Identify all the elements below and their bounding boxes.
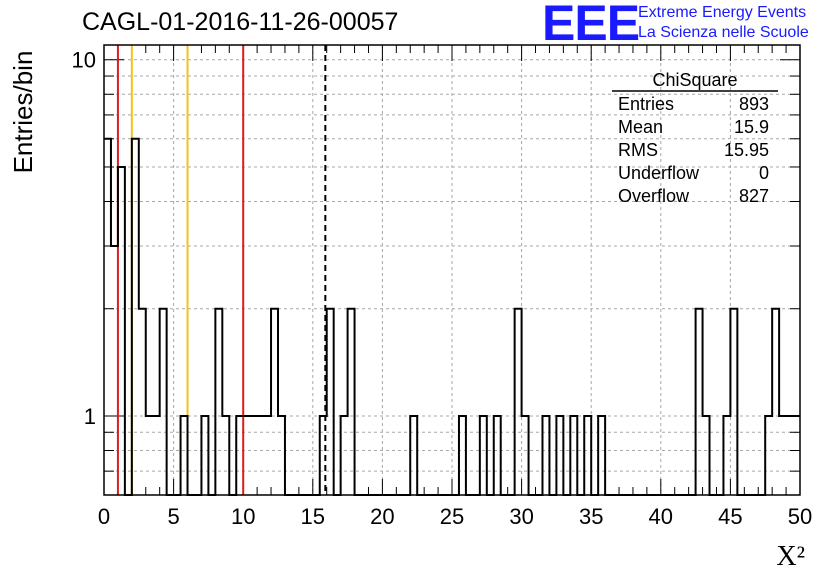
- x-tick-label: 5: [167, 504, 179, 529]
- x-tick-label: 45: [718, 504, 742, 529]
- histogram-bin: [139, 309, 146, 495]
- histogram-bin: [522, 416, 529, 495]
- histogram-bin: [201, 416, 208, 495]
- stats-row-label: Overflow: [618, 186, 690, 206]
- y-axis-label: Entries/bin: [8, 51, 38, 174]
- eee-logo-line2: La Scienza nelle Scuole: [638, 24, 809, 41]
- histogram-bin: [598, 416, 605, 495]
- x-tick-label: 25: [440, 504, 464, 529]
- histogram-bin: [278, 416, 285, 495]
- histogram-bin: [570, 416, 577, 495]
- histogram-bin: [730, 309, 737, 495]
- stats-box-title: ChiSquare: [652, 70, 737, 90]
- histogram-bin: [584, 416, 591, 495]
- x-tick-label: 35: [579, 504, 603, 529]
- histogram-bin: [515, 309, 522, 495]
- stats-box: ChiSquare Entries 893 Mean 15.9 RMS 15.95 Unde…: [612, 70, 778, 206]
- histogram-bin: [146, 416, 153, 495]
- histogram-bin: [236, 416, 243, 495]
- histogram-bin: [215, 309, 222, 495]
- stats-row-label: RMS: [618, 140, 658, 160]
- histogram-bin: [327, 309, 334, 495]
- x-tick-label: 20: [370, 504, 394, 529]
- x-tick-label: 30: [509, 504, 533, 529]
- histogram-bin: [132, 139, 139, 495]
- stats-row-value: 0: [759, 163, 769, 183]
- eee-logo: EEE Extreme Energy Events La Scienza nel…: [540, 0, 836, 51]
- histogram-bin: [459, 416, 466, 495]
- x-tick-label: 15: [301, 504, 325, 529]
- histogram-bin: [153, 416, 160, 495]
- histogram-bin: [556, 416, 563, 495]
- eee-logo-line1: Extreme Energy Events: [638, 4, 807, 21]
- histogram-bin: [723, 416, 730, 495]
- histogram-bin: [222, 416, 229, 495]
- axis-ticks: [103, 45, 801, 496]
- histogram-bin: [542, 416, 549, 495]
- histogram-bin: [696, 309, 703, 495]
- histogram-bin: [118, 167, 125, 495]
- histogram-bin: [779, 416, 786, 495]
- histogram-bin: [111, 246, 118, 495]
- y-tick-label: 1: [84, 404, 96, 429]
- histogram-bin: [250, 416, 257, 495]
- stats-row-label: Entries: [618, 94, 674, 114]
- chart-title: CAGL-01-2016-11-26-00057: [82, 8, 399, 36]
- eee-logo-letters: EEE: [542, 0, 640, 51]
- x-tick-label: 40: [649, 504, 673, 529]
- histogram-bin: [410, 416, 417, 495]
- stats-row-label: Mean: [618, 117, 663, 137]
- y-tick-label: 10: [72, 48, 96, 73]
- histogram-bin: [264, 416, 271, 495]
- stats-row-value: 827: [739, 186, 769, 206]
- histogram-bin: [480, 416, 487, 495]
- histogram-bin: [348, 309, 355, 495]
- stats-row-label: Underflow: [618, 163, 700, 183]
- histogram-bin: [341, 416, 348, 495]
- histogram-bin: [320, 416, 327, 495]
- stats-row-value: 15.95: [724, 140, 769, 160]
- stats-row-value: 893: [739, 94, 769, 114]
- x-axis-label: X²: [776, 541, 805, 572]
- histogram-bin: [793, 416, 800, 495]
- histogram-bin: [494, 416, 501, 495]
- stats-row-value: 15.9: [734, 117, 769, 137]
- plot-frame: [103, 44, 801, 496]
- x-tick-label: 50: [788, 504, 812, 529]
- histogram-bin: [271, 309, 278, 495]
- histogram-bin: [772, 309, 779, 495]
- x-tick-label: 10: [231, 504, 255, 529]
- axis-labels: 0 5 10 15 20 25 30 35 40 45 50 1 10: [72, 48, 813, 529]
- histogram-bin: [181, 416, 188, 495]
- histogram-bin: [160, 309, 167, 495]
- histogram-bin: [765, 416, 772, 495]
- histogram-bin: [786, 416, 793, 495]
- histogram-bin: [257, 416, 264, 495]
- marker-lines: [116, 45, 327, 495]
- histogram-bin: [243, 416, 250, 495]
- x-tick-label: 0: [98, 504, 110, 529]
- histogram-bin: [104, 139, 111, 495]
- histogram-bin: [703, 416, 710, 495]
